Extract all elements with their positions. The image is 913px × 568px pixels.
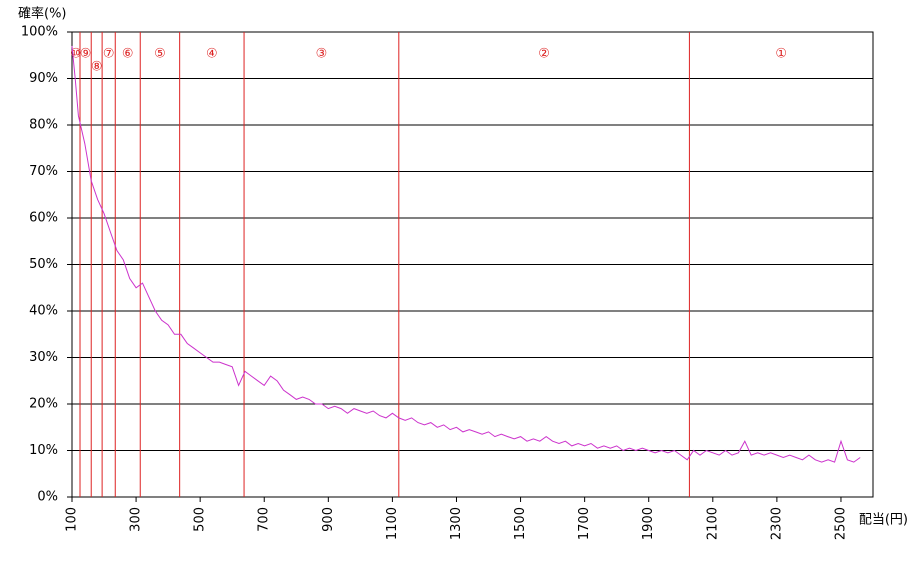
x-tick-label: 2100 (705, 507, 720, 540)
x-axis-label: 配当(円) (859, 513, 908, 528)
y-tick-label: 10% (29, 443, 58, 458)
zone-label: ① (775, 47, 787, 62)
y-tick-label: 40% (29, 304, 58, 319)
zone-label: ③ (316, 47, 328, 62)
y-tick-label: 100% (21, 25, 58, 40)
y-tick-label: 30% (29, 350, 58, 365)
x-tick-label: 500 (193, 507, 208, 532)
y-tick-label: 0% (37, 490, 58, 505)
x-tick-label: 1300 (449, 507, 464, 540)
x-tick-label: 700 (257, 507, 272, 532)
y-tick-label: 80% (29, 118, 58, 133)
zone-label: ② (538, 47, 550, 62)
zone-label: ⑨ (80, 47, 92, 62)
x-tick-label: 2300 (769, 507, 784, 540)
x-tick-label: 1500 (513, 507, 528, 540)
zone-label: ④ (206, 47, 218, 62)
y-tick-label: 60% (29, 211, 58, 226)
x-tick-label: 2500 (833, 507, 848, 540)
zone-label: ⑤ (154, 47, 166, 62)
x-tick-label: 300 (129, 507, 144, 532)
x-tick-label: 900 (321, 507, 336, 532)
zone-label: ⑧ (91, 60, 103, 75)
y-tick-label: 70% (29, 164, 58, 179)
x-tick-label: 100 (65, 507, 80, 532)
zone-label: ⑦ (103, 47, 115, 62)
y-tick-label: 50% (29, 257, 58, 272)
y-tick-label: 90% (29, 71, 58, 86)
x-tick-label: 1700 (577, 507, 592, 540)
x-tick-label: 1100 (385, 507, 400, 540)
y-axis-label: 確率(%) (18, 6, 67, 22)
zone-label: ⑥ (122, 47, 134, 62)
data-line (71, 45, 861, 463)
zone-label: ⑩ (70, 47, 82, 62)
x-tick-label: 1900 (641, 507, 656, 540)
y-tick-label: 20% (29, 397, 58, 412)
